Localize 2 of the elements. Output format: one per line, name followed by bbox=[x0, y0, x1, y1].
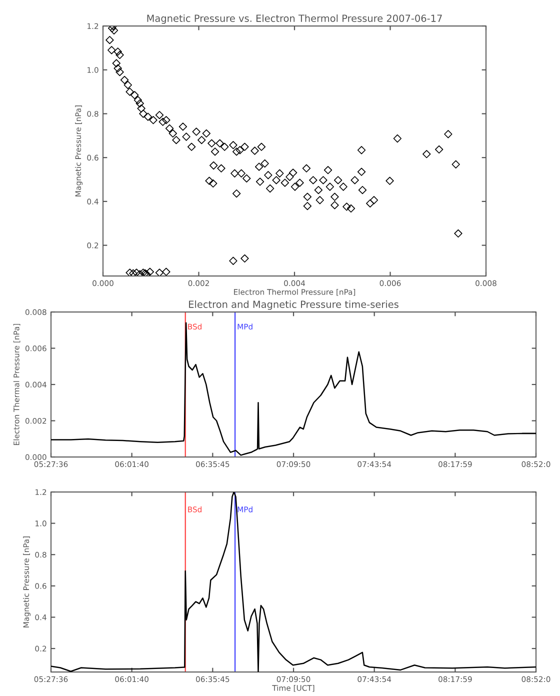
chart-title: Magnetic Pressure vs. Electron Thermol Pressure 2007-06-17 bbox=[147, 14, 442, 24]
chart-title: Electron and Magnetic Pressure time-series bbox=[189, 300, 398, 310]
